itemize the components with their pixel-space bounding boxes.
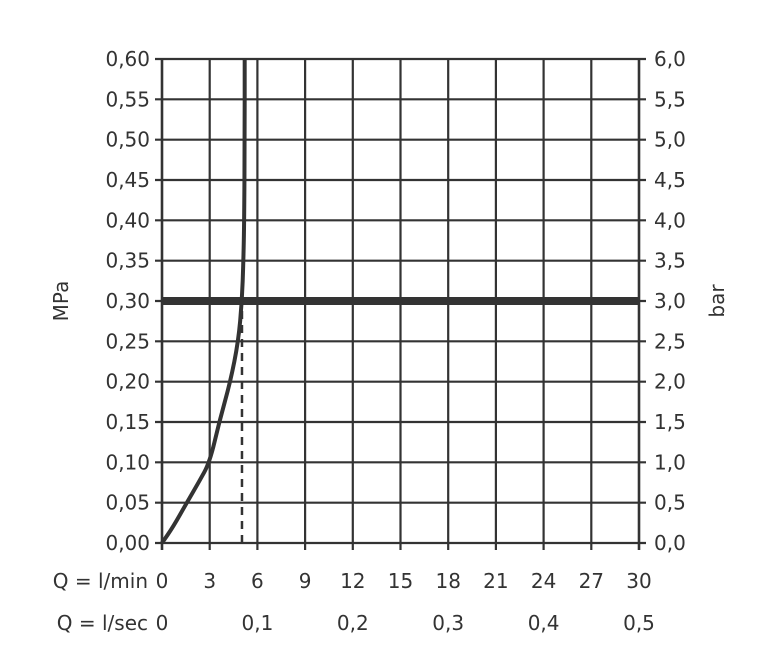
y-tick-label-right: 3,0 xyxy=(654,289,686,313)
y-tick-label-left: 0,10 xyxy=(105,450,150,474)
y-tick-label-left: 0,30 xyxy=(105,289,150,313)
y-tick-label-right: 4,0 xyxy=(654,208,686,232)
x-axis-label-lmin: Q = l/min xyxy=(53,569,148,593)
x-tick-label-lmin: 30 xyxy=(626,569,651,593)
y-tick-label-left: 0,55 xyxy=(105,87,150,111)
y-tick-label-left: 0,00 xyxy=(105,531,150,555)
x-tick-label-lsec: 0,2 xyxy=(337,611,369,635)
y-tick-label-right: 0,5 xyxy=(654,491,686,515)
y-tick-label-left: 0,20 xyxy=(105,370,150,394)
y-tick-label-left: 0,45 xyxy=(105,168,150,192)
x-tick-label-lmin: 21 xyxy=(483,569,508,593)
y-axis-label-left: MPa xyxy=(49,281,73,322)
x-tick-label-lmin: 12 xyxy=(340,569,365,593)
y-tick-label-right: 2,5 xyxy=(654,329,686,353)
y-tick-label-right: 4,5 xyxy=(654,168,686,192)
x-tick-label-lmin: 15 xyxy=(388,569,413,593)
x-tick-label-lsec: 0,3 xyxy=(432,611,464,635)
y-tick-label-left: 0,35 xyxy=(105,249,150,273)
series xyxy=(160,59,247,545)
x-axis-label-lsec: Q = l/sec xyxy=(57,611,148,635)
x-tick-label-lmin: 24 xyxy=(531,569,556,593)
y-tick-label-right: 1,0 xyxy=(654,450,686,474)
y-tick-label-left: 0,15 xyxy=(105,410,150,434)
tick-labels: 0,00 0,00,05 0,50,10 1,00,15 1,50,20 2,00,25 2… xyxy=(53,47,686,635)
flow-curve xyxy=(160,59,247,545)
x-tick-label-lmin: 27 xyxy=(579,569,604,593)
y-tick-label-right: 0,0 xyxy=(654,531,686,555)
y-tick-label-right: 6,0 xyxy=(654,47,686,71)
y-tick-label-left: 0,40 xyxy=(105,208,150,232)
y-tick-label-right: 5,5 xyxy=(654,87,686,111)
y-tick-label-right: 1,5 xyxy=(654,410,686,434)
y-tick-label-right: 3,5 xyxy=(654,249,686,273)
x-tick-label-lmin: 6 xyxy=(251,569,264,593)
x-tick-label-lmin: 9 xyxy=(299,569,312,593)
x-tick-label-lmin: 18 xyxy=(435,569,460,593)
y-axis-label-right: bar xyxy=(705,284,729,318)
y-tick-label-left: 0,60 xyxy=(105,47,150,71)
y-tick-label-left: 0,25 xyxy=(105,329,150,353)
y-tick-label-left: 0,50 xyxy=(105,128,150,152)
x-tick-label-lsec: 0,5 xyxy=(623,611,655,635)
x-tick-label-lsec: 0,4 xyxy=(528,611,560,635)
x-tick-label-lsec: 0,1 xyxy=(241,611,273,635)
y-tick-label-right: 2,0 xyxy=(654,370,686,394)
x-tick-label-lsec: 0 xyxy=(156,611,169,635)
y-tick-label-left: 0,05 xyxy=(105,491,150,515)
y-tick-label-right: 5,0 xyxy=(654,128,686,152)
x-tick-label-lmin: 0 xyxy=(156,569,169,593)
x-tick-label-lmin: 3 xyxy=(203,569,216,593)
